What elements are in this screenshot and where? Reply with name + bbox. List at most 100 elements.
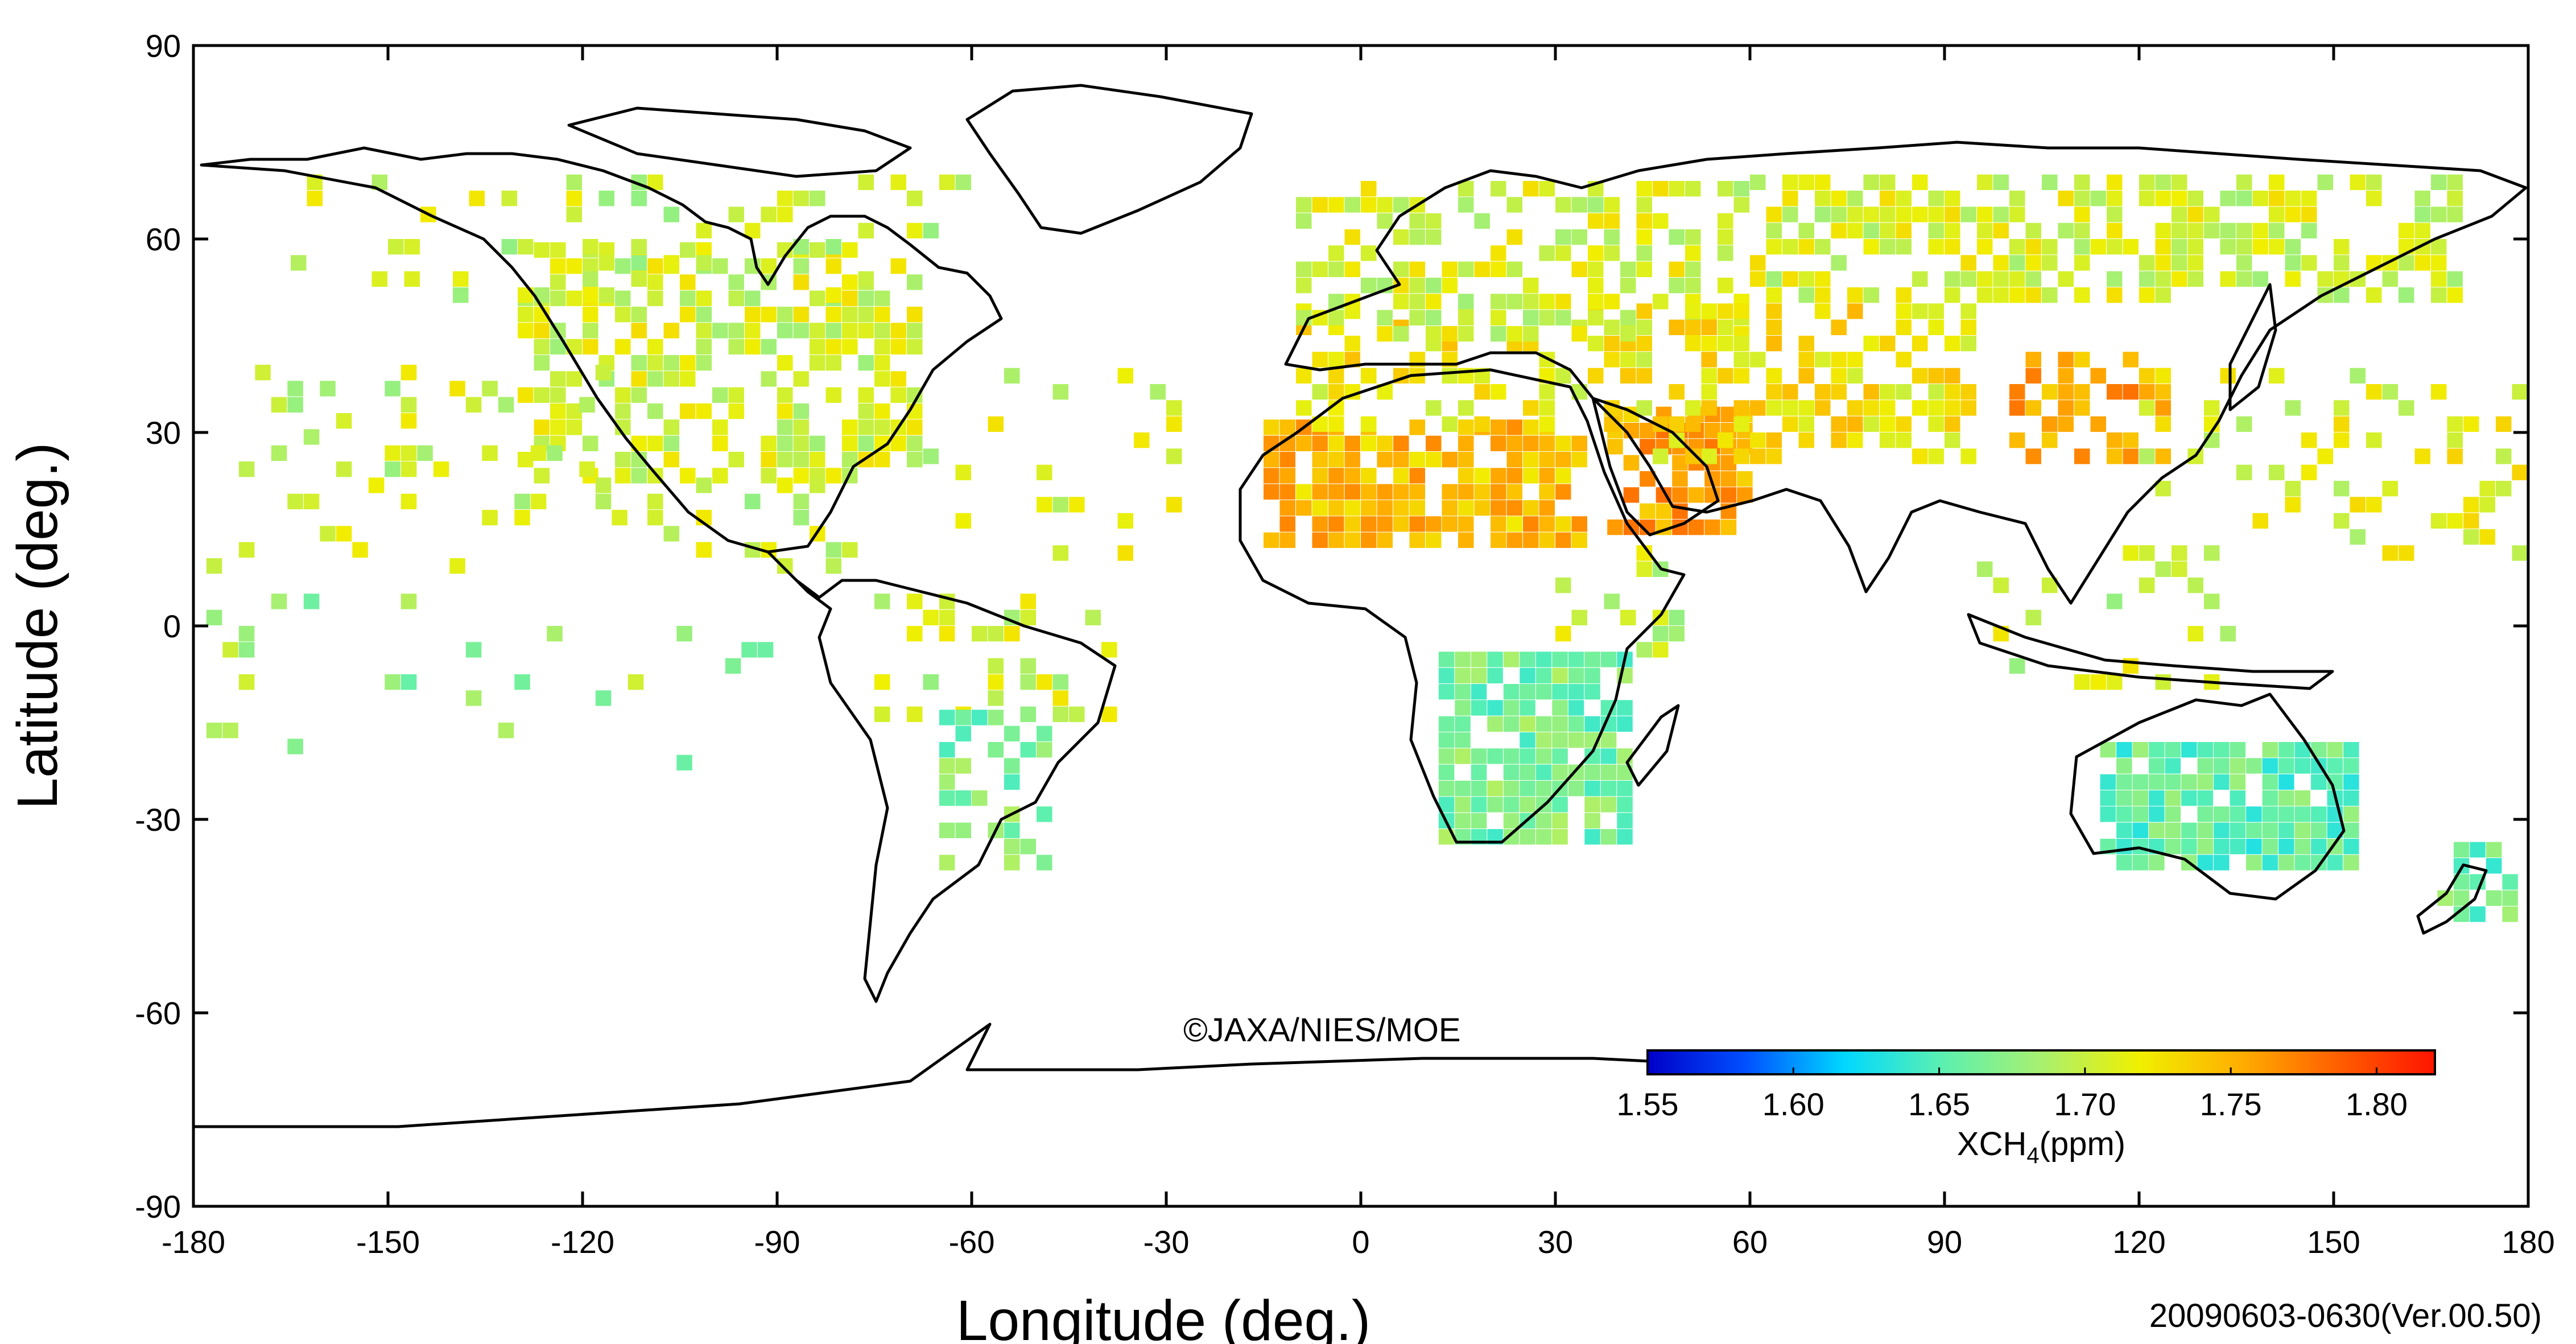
- data-cell-north-america: [874, 452, 890, 468]
- data-cell-sahara: [1377, 500, 1393, 516]
- data-cell-south-america-south: [1004, 839, 1020, 855]
- data-cell-europe: [1393, 261, 1409, 277]
- data-cell-southern-africa: [1617, 829, 1633, 845]
- data-cell-north-america: [615, 290, 631, 306]
- data-cell-central-asia: [1766, 432, 1782, 448]
- data-cell-siberia: [2009, 255, 2025, 271]
- data-cell-north-america: [647, 290, 663, 306]
- data-cell-sahara: [1506, 452, 1522, 468]
- data-cell-australia: [2278, 822, 2294, 838]
- data-cell-south-america-south: [1004, 855, 1020, 871]
- data-cell-southern-africa: [1584, 716, 1600, 732]
- data-cell-canada-north: [453, 287, 469, 303]
- data-cell-new-zealand: [2502, 890, 2518, 906]
- data-cell-central-asia: [1960, 336, 1976, 352]
- data-cell-north-america: [761, 307, 777, 323]
- data-cell-canada-north: [696, 222, 712, 238]
- data-cell-sahara: [1361, 516, 1377, 532]
- data-cell-canada-north: [825, 239, 841, 255]
- data-cell-sahara: [1555, 435, 1571, 451]
- data-cell-southern-africa: [1535, 716, 1552, 732]
- data-cell-siberia: [2172, 191, 2187, 207]
- data-cell-siberia: [1880, 239, 1896, 255]
- data-cell-pacific-north: [238, 461, 255, 477]
- data-cell-china: [2058, 416, 2074, 432]
- data-cell-europe: [1377, 197, 1393, 213]
- data-cell-sahara: [1555, 468, 1571, 484]
- data-cell-europe: [1653, 181, 1669, 197]
- data-cell-australia: [2278, 806, 2294, 822]
- data-cell-canada-north: [518, 239, 534, 255]
- data-cell-europe: [1620, 261, 1636, 277]
- data-cell-sahara: [1458, 452, 1474, 468]
- data-cell-siberia: [2366, 174, 2382, 190]
- data-cell-china: [2155, 448, 2171, 464]
- data-cell-europe: [1604, 245, 1620, 261]
- data-cell-southern-africa: [1617, 781, 1633, 797]
- colorbar-label-unit: (ppm): [2040, 1126, 2125, 1162]
- data-cell-southern-africa: [1552, 667, 1568, 683]
- data-cell-sahara: [1361, 468, 1377, 484]
- data-cell-sahara: [1506, 516, 1522, 532]
- data-cell-pacific-north: [401, 493, 417, 509]
- data-cell-east-asia-ocean: [2155, 416, 2171, 432]
- data-cell-east-asia-ocean: [2414, 448, 2430, 464]
- data-cell-north-america: [728, 339, 744, 354]
- data-cell-siberia: [2107, 239, 2123, 255]
- data-cell-east-africa: [1571, 609, 1587, 625]
- data-cell-siberia: [1993, 271, 2009, 287]
- data-cell-central-asia: [1815, 400, 1831, 416]
- data-cell-canada-north: [761, 207, 777, 222]
- data-cell-central-asia: [1701, 400, 1717, 416]
- data-cell-siberia: [1847, 222, 1863, 238]
- data-cell-europe: [1409, 310, 1425, 325]
- data-cell-atlantic-north: [1150, 384, 1166, 400]
- data-cell-atlantic-north: [1052, 545, 1068, 561]
- data-cell-australia: [2165, 774, 2181, 790]
- data-cell-east-africa: [1555, 626, 1571, 642]
- data-cell-sahara: [1571, 435, 1587, 451]
- data-cell-southern-africa: [1552, 764, 1568, 780]
- data-cell-pacific-south: [238, 642, 255, 658]
- data-cell-central-asia: [1815, 352, 1831, 368]
- data-cell-siberia: [2252, 271, 2268, 287]
- data-cell-canada-north: [825, 287, 841, 303]
- data-cell-siberia: [1880, 191, 1896, 207]
- data-cell-siberia: [2431, 255, 2447, 271]
- data-cell-central-asia: [1701, 352, 1717, 368]
- data-cell-south-america-south: [1020, 839, 1036, 855]
- data-cell-siberia: [1815, 287, 1831, 303]
- data-cell-mediterranean: [1361, 368, 1377, 384]
- data-cell-siberia: [2172, 222, 2187, 238]
- data-cell-siberia: [1766, 222, 1782, 238]
- data-cell-east-africa: [1604, 593, 1620, 609]
- x-tick-label: 120: [2112, 1224, 2165, 1260]
- data-cell-north-america: [874, 290, 890, 306]
- data-cell-europe: [1458, 310, 1474, 325]
- data-cell-canada-north: [371, 271, 387, 287]
- data-cell-europe: [1393, 326, 1409, 342]
- data-cell-north-america: [761, 452, 777, 468]
- data-cell-siberia: [1766, 271, 1782, 287]
- data-cell-new-zealand: [2486, 890, 2502, 906]
- data-cell-siberia: [2155, 271, 2171, 287]
- data-cell-siberia: [1750, 271, 1766, 287]
- data-cell-australia: [2230, 790, 2246, 806]
- data-cell-east-asia-ocean: [2350, 497, 2366, 513]
- data-cell-china: [2155, 384, 2171, 400]
- data-cell-south-america-south: [972, 790, 988, 806]
- xch4-data-cells: [206, 174, 2528, 922]
- data-cell-central-asia: [1733, 416, 1749, 432]
- data-cell-europe: [1393, 197, 1409, 213]
- data-cell-siberia: [2447, 207, 2463, 222]
- data-cell-east-africa: [1636, 561, 1652, 577]
- data-cell-southern-africa: [1552, 797, 1568, 813]
- data-cell-east-africa: [1620, 609, 1636, 625]
- data-cell-sahara: [1555, 532, 1571, 548]
- data-cell-southern-africa: [1535, 781, 1552, 797]
- data-cell-australia: [2116, 774, 2132, 790]
- data-cell-north-america: [534, 387, 550, 403]
- data-cell-australia: [2343, 742, 2359, 758]
- data-cell-australia: [2100, 774, 2116, 790]
